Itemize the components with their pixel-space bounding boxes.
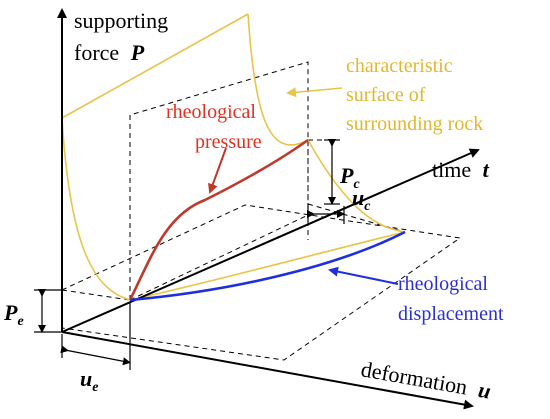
surface-top-edge [61,13,249,119]
displacement-curve [129,230,406,302]
pressure-curve [128,138,309,301]
pressure-leader [208,147,227,194]
surface-right-curve [307,139,406,233]
surface-label-leader [286,87,343,98]
p-axis-label-line2: force P [74,40,145,65]
time-axis-var: t [483,157,490,182]
deformation-axis-label: deformation u [359,356,493,403]
dimension-marks [34,139,345,370]
uc-label: uc [352,185,371,214]
deformation-axis-var: u [476,377,492,404]
pressure-label-line2: pressure [195,131,262,153]
surface-label-line2: surface of [346,84,426,106]
surface-back-curve [247,13,309,146]
ue-label: ue [80,366,98,395]
surface-label-line1: characteristic [346,55,453,77]
p-axis-var: P [130,40,145,65]
surface-far-edge [129,231,406,301]
p-axis-label-line1: supporting [74,8,168,33]
displacement-label-line2: displacement [398,303,504,325]
surface-front-curve [61,117,131,301]
ue-plane-base [129,214,309,301]
time-axis-label: time t [432,157,490,182]
ue-dimension [60,345,131,366]
pc-label: Pc [339,163,360,192]
pressure-label-line1: rheological [166,101,256,123]
characteristic-surface [61,13,406,301]
time-axis [61,148,480,333]
pe-label: Pe [3,300,24,329]
displacement-label-line1: rheological [398,273,488,295]
ue-vertical-plane [129,61,309,300]
pe-level-line [61,289,131,301]
surface-label-line3: surrounding rock [346,113,483,135]
displacement-leader [328,266,399,285]
